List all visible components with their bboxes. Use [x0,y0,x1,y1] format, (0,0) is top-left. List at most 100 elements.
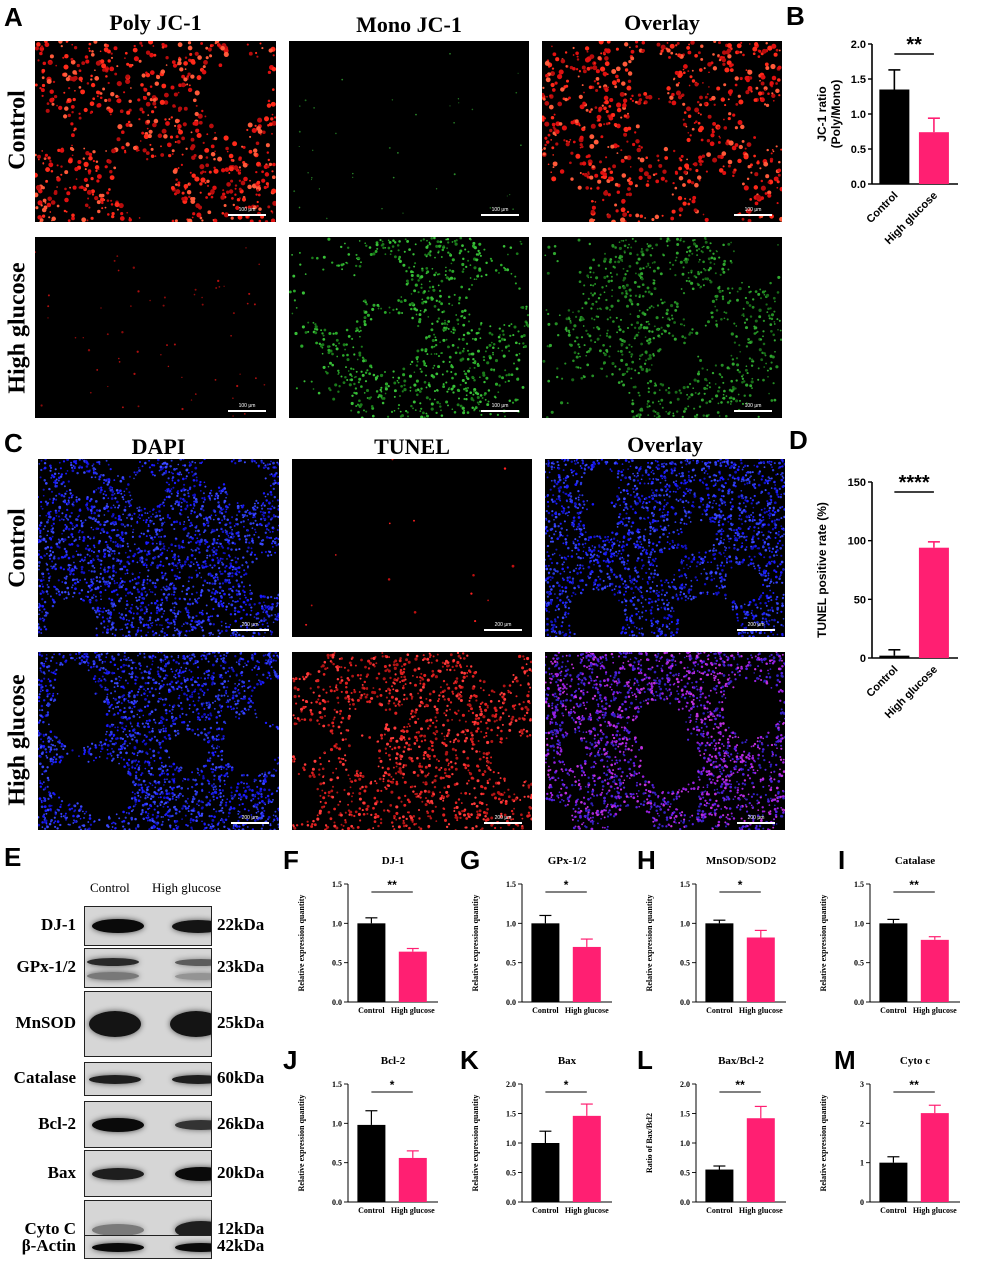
cell-dot [145,553,149,556]
cell-dot [166,344,168,347]
cell-dot [603,291,606,294]
cell-dot [575,51,579,56]
cell-dot [338,372,340,374]
cell-dot [622,339,626,343]
cell-dot [544,121,550,127]
cell-dot [690,41,695,45]
cell-dot [192,479,196,482]
cell-dot [176,575,179,578]
cell-dot [254,528,256,531]
cell-dot [609,316,612,319]
cell-dot [607,167,611,171]
cell-dot [210,595,212,598]
cell-dot [124,531,128,535]
cell-dot [750,380,754,384]
cell-dot [254,377,257,380]
cell-dot [577,75,580,78]
cell-dot [658,336,661,338]
cell-dot [295,307,298,309]
cell-dot [762,330,765,333]
cell-dot [611,289,614,291]
cell-dot [671,92,675,97]
cell-dot [398,259,402,263]
cell-dot [620,217,626,222]
cell-dot [609,258,613,261]
cell-dot [661,301,664,305]
cell-dot [472,393,475,396]
cell-dot [162,586,165,589]
cell-dot [242,145,246,149]
cell-dot [743,394,746,397]
cell-dot [643,171,649,177]
cell-dot [480,413,483,416]
cell-dot [194,530,197,532]
cell-dot [420,415,424,418]
cell-dot [704,95,708,99]
cell-dot [209,622,212,626]
cell-dot [147,624,150,626]
cell-dot [637,220,641,222]
cell-dot [445,400,449,404]
cell-dot [252,205,257,210]
cell-dot [124,149,127,152]
cell-dot [253,505,257,508]
cell-dot [546,271,550,275]
cell-dot [65,490,68,493]
cell-dot [232,585,235,589]
cell-dot [671,100,677,106]
cell-dot [660,176,665,181]
cell-dot [76,553,80,556]
cell-dot [767,307,770,311]
cell-dot [706,93,709,96]
cell-dot [428,398,432,401]
cell-dot [199,507,203,511]
cell-dot [643,362,647,365]
cell-dot [448,355,452,359]
cell-dot [692,195,697,200]
cell-dot [698,68,703,72]
cell-dot [67,527,71,531]
cell-dot [582,292,585,295]
cell-dot [592,65,598,71]
cell-dot [206,556,209,559]
cell-dot [84,168,87,171]
cell-dot [272,487,275,491]
cell-dot [549,94,552,97]
cell-dot [709,249,712,252]
cell-dot [48,579,51,582]
cell-dot [98,478,101,481]
cell-dot [183,106,188,111]
cell-dot [447,404,449,407]
cell-dot [84,55,89,59]
cell-dot [60,44,63,48]
cell-dot [714,272,717,275]
cell-dot [93,505,96,509]
cell-dot [386,415,390,418]
cell-dot [183,464,187,467]
cell-dot [218,63,223,68]
cell-dot [221,582,225,585]
cell-dot [53,481,55,484]
cell-dot [170,471,173,474]
cell-dot [153,474,156,477]
cell-dot [126,542,129,545]
cell-dot [423,311,426,313]
cell-dot [747,69,753,75]
cell-dot [634,100,638,104]
cell-dot [583,126,586,129]
cell-dot [363,392,366,394]
cell-dot [626,112,630,115]
cell-dot [465,387,467,390]
cell-dot [402,212,404,214]
cell-dot [122,498,125,501]
cell-dot [246,515,248,517]
cell-dot [210,514,213,517]
cell-dot [92,467,96,470]
cell-dot [80,466,84,469]
cell-dot [369,252,373,257]
cell-dot [721,50,727,55]
cell-dot [259,518,263,521]
cell-dot [45,108,50,113]
cell-dot [769,367,773,370]
cell-dot [704,324,707,327]
